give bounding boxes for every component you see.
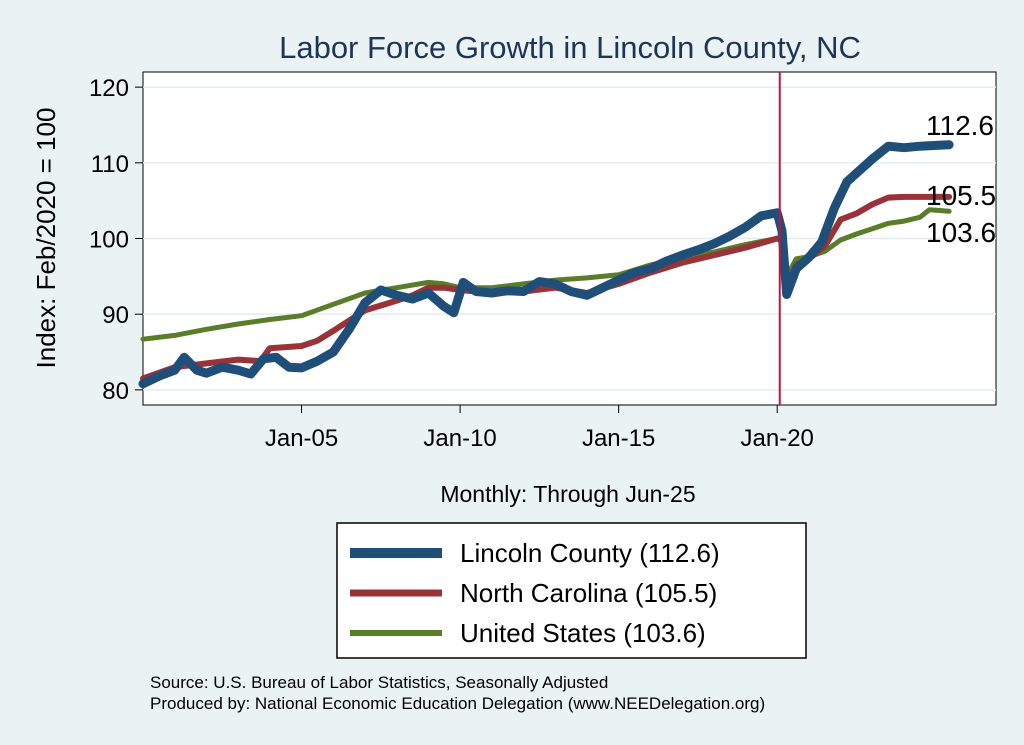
legend-label-0: Lincoln County (112.6) <box>460 538 720 568</box>
y-tick-label-110: 110 <box>91 151 129 178</box>
y-axis-ticks: 80 90 100 110 120 <box>89 75 143 405</box>
x-tick-label-2: Jan-15 <box>582 425 655 452</box>
series-line-0 <box>138 140 954 389</box>
series-lines <box>138 140 954 389</box>
y-axis-label: Index: Feb/2020 = 100 <box>31 108 61 369</box>
y-tick-label-90: 90 <box>102 302 129 329</box>
x-axis-label: Monthly: Through Jun-25 <box>440 481 695 507</box>
x-axis-ticks: Jan-05 Jan-10 Jan-15 Jan-20 <box>265 405 814 452</box>
x-tick-label-0: Jan-05 <box>265 425 338 452</box>
legend-label-2: United States (103.6) <box>460 618 706 648</box>
y-tick-label-120: 120 <box>89 75 129 102</box>
x-tick-label-3: Jan-20 <box>741 425 814 452</box>
grid-lines <box>143 86 996 391</box>
y-tick-label-80: 80 <box>102 378 129 405</box>
produced-by-note: Produced by: National Economic Education… <box>150 694 766 713</box>
legend: Lincoln County (112.6) North Carolina (10… <box>336 522 807 659</box>
chart-title: Labor Force Growth in Lincoln County, NC <box>279 30 861 65</box>
y-tick-label-100: 100 <box>89 227 129 254</box>
x-tick-label-1: Jan-10 <box>423 425 496 452</box>
source-note: Source: U.S. Bureau of Labor Statistics,… <box>150 673 609 692</box>
end-label-1: 105.5 <box>926 180 996 211</box>
end-label-0: 112.6 <box>926 110 994 141</box>
end-label-2: 103.6 <box>926 217 996 248</box>
end-labels: 112.6 105.5 103.6 <box>926 110 996 248</box>
legend-label-1: North Carolina (105.5) <box>460 578 717 608</box>
